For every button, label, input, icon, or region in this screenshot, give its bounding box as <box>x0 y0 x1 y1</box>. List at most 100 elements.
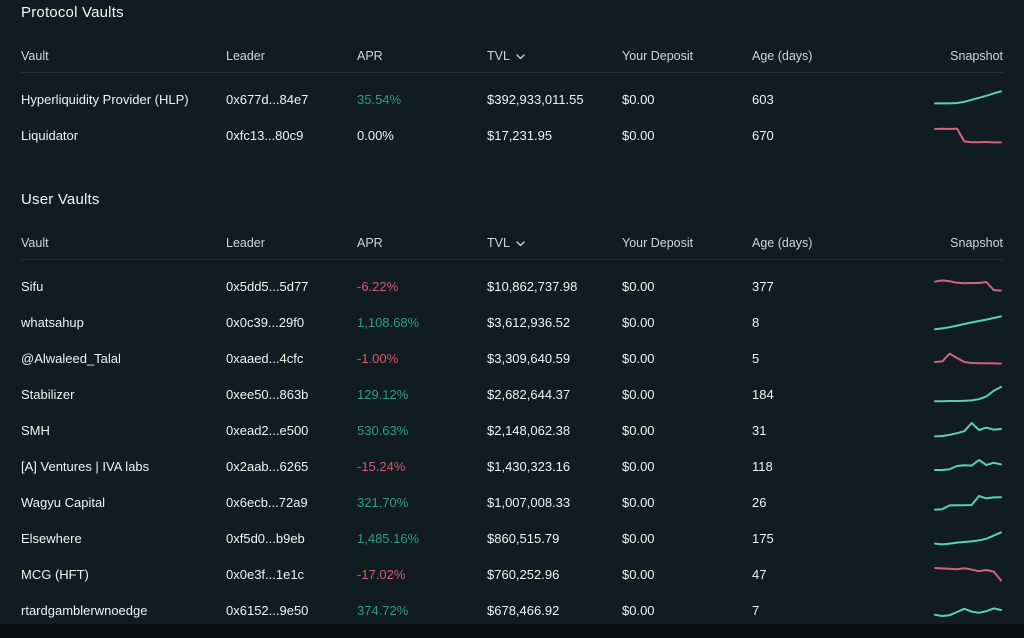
column-header-label: APR <box>357 236 383 250</box>
table-row[interactable]: SMH 0xead2...e500 530.63% $2,148,062.38 $0.0… <box>21 412 1003 448</box>
vault-name-cell: Stabilizer <box>21 386 75 402</box>
column-header-label: Leader <box>226 49 265 63</box>
vault-name-cell: rtardgamblerwnoedge <box>21 602 148 618</box>
leader-address-cell: 0x2aab...6265 <box>226 458 309 474</box>
deposit-cell: $0.00 <box>622 422 655 438</box>
deposit-cell: $0.00 <box>622 458 655 474</box>
snapshot-sparkline <box>934 386 1002 403</box>
table-row[interactable]: rtardgamblerwnoedge 0x6152...9e50 374.72% $… <box>21 592 1003 628</box>
tvl-cell: $860,515.79 <box>487 530 560 546</box>
protocol-vaults-section: Protocol Vaults Vault Leader APR TVL Your De… <box>21 0 1003 153</box>
column-header-your-deposit[interactable]: Your Deposit <box>622 237 752 250</box>
age-cell: 26 <box>752 494 767 510</box>
vaults-page: Protocol Vaults Vault Leader APR TVL Your De… <box>0 0 1024 624</box>
age-cell: 603 <box>752 91 774 107</box>
column-header-label: Vault <box>21 49 49 63</box>
deposit-cell: $0.00 <box>622 602 655 618</box>
table-body: Sifu 0x5dd5...5d77 -6.22% $10,862,737.98 $0.… <box>21 260 1003 628</box>
leader-address-cell: 0xaaed...4cfc <box>226 350 304 366</box>
leader-address-cell: 0xead2...e500 <box>226 422 309 438</box>
table-row[interactable]: Sifu 0x5dd5...5d77 -6.22% $10,862,737.98 $0.… <box>21 268 1003 304</box>
snapshot-cell <box>882 418 1003 442</box>
tvl-cell: $760,252.96 <box>487 566 560 582</box>
age-cell: 377 <box>752 278 774 294</box>
snapshot-cell <box>882 346 1003 370</box>
protocol-vaults-title: Protocol Vaults <box>21 4 124 21</box>
vault-name-cell: MCG (HFT) <box>21 566 89 582</box>
vault-name-cell: Sifu <box>21 278 44 294</box>
table-row[interactable]: Elsewhere 0xf5d0...b9eb 1,485.16% $860,515.… <box>21 520 1003 556</box>
snapshot-sparkline <box>934 127 1002 144</box>
column-header-label: Age (days) <box>752 236 813 250</box>
table-row[interactable]: @Alwaleed_Talal 0xaaed...4cfc -1.00% $3,309… <box>21 340 1003 376</box>
snapshot-sparkline <box>934 459 1002 471</box>
apr-cell: -17.02% <box>357 566 406 582</box>
table-row[interactable]: Wagyu Capital 0x6ecb...72a9 321.70% $1,007,… <box>21 484 1003 520</box>
column-header-vault[interactable]: Vault <box>21 50 226 63</box>
column-header-apr[interactable]: APR <box>357 50 487 63</box>
age-cell: 47 <box>752 566 767 582</box>
snapshot-sparkline <box>934 495 1002 511</box>
column-header-snapshot[interactable]: Snapshot <box>882 237 1003 250</box>
column-header-vault[interactable]: Vault <box>21 237 226 250</box>
column-header-leader[interactable]: Leader <box>226 237 357 250</box>
snapshot-sparkline <box>934 279 1002 292</box>
leader-address-cell: 0x0e3f...1e1c <box>226 566 305 582</box>
apr-cell: 374.72% <box>357 602 409 618</box>
deposit-cell: $0.00 <box>622 566 655 582</box>
leader-address-cell: 0xee50...863b <box>226 386 309 402</box>
column-header-leader[interactable]: Leader <box>226 50 357 63</box>
column-header-your-deposit[interactable]: Your Deposit <box>622 50 752 63</box>
column-header-tvl[interactable]: TVL <box>487 237 622 250</box>
chevron-down-icon <box>516 241 525 247</box>
deposit-cell: $0.00 <box>622 350 655 366</box>
table-header-row: Vault Leader APR TVL Your Deposit Age (days) S… <box>21 237 1003 260</box>
column-header-tvl[interactable]: TVL <box>487 50 622 63</box>
column-header-label: APR <box>357 49 383 63</box>
table-row[interactable]: [A] Ventures | IVA labs 0x2aab...6265 -15.… <box>21 448 1003 484</box>
table-row[interactable]: Hyperliquidity Provider (HLP) 0x677d...84… <box>21 81 1003 117</box>
tvl-cell: $2,682,644.37 <box>487 386 571 402</box>
leader-address-cell: 0x677d...84e7 <box>226 91 309 107</box>
column-header-label: TVL <box>487 236 510 250</box>
snapshot-sparkline <box>934 607 1002 617</box>
tvl-cell: $392,933,011.55 <box>487 91 584 107</box>
tvl-cell: $2,148,062.38 <box>487 422 571 438</box>
column-header-age-days[interactable]: Age (days) <box>752 50 882 63</box>
column-header-label: Age (days) <box>752 49 813 63</box>
table-row[interactable]: whatsahup 0x0c39...29f0 1,108.68% $3,612,93… <box>21 304 1003 340</box>
snapshot-cell <box>882 598 1003 622</box>
table-row[interactable]: Liquidator 0xfc13...80c9 0.00% $17,231.95 $0… <box>21 117 1003 153</box>
page-bottom-strip <box>0 624 1024 638</box>
chevron-down-icon <box>516 54 525 60</box>
snapshot-sparkline <box>934 315 1002 331</box>
vault-name-cell: @Alwaleed_Talal <box>21 350 121 366</box>
leader-address-cell: 0x0c39...29f0 <box>226 314 305 330</box>
table-row[interactable]: MCG (HFT) 0x0e3f...1e1c -17.02% $760,252.96… <box>21 556 1003 592</box>
age-cell: 7 <box>752 602 760 618</box>
column-header-apr[interactable]: APR <box>357 237 487 250</box>
apr-cell: 35.54% <box>357 91 402 107</box>
protocol-vaults-table: Vault Leader APR TVL Your Deposit Age (days) S… <box>21 50 1003 153</box>
deposit-cell: $0.00 <box>622 91 655 107</box>
snapshot-sparkline <box>934 352 1002 365</box>
tvl-cell: $1,007,008.33 <box>487 494 571 510</box>
snapshot-cell <box>882 490 1003 514</box>
tvl-cell: $3,309,640.59 <box>487 350 571 366</box>
deposit-cell: $0.00 <box>622 278 655 294</box>
apr-cell: -6.22% <box>357 278 399 294</box>
column-header-snapshot[interactable]: Snapshot <box>882 50 1003 63</box>
vault-name-cell: Hyperliquidity Provider (HLP) <box>21 91 189 107</box>
user-vaults-section: User Vaults Vault Leader APR TVL Your Deposi… <box>21 187 1003 628</box>
user-vaults-title: User Vaults <box>21 191 100 208</box>
snapshot-cell <box>882 274 1003 298</box>
snapshot-cell <box>882 526 1003 550</box>
table-header-row: Vault Leader APR TVL Your Deposit Age (days) S… <box>21 50 1003 73</box>
table-row[interactable]: Stabilizer 0xee50...863b 129.12% $2,682,644… <box>21 376 1003 412</box>
leader-address-cell: 0xfc13...80c9 <box>226 127 304 143</box>
column-header-age-days[interactable]: Age (days) <box>752 237 882 250</box>
deposit-cell: $0.00 <box>622 386 655 402</box>
age-cell: 118 <box>752 458 773 474</box>
snapshot-cell <box>882 382 1003 406</box>
tvl-cell: $1,430,323.16 <box>487 458 571 474</box>
